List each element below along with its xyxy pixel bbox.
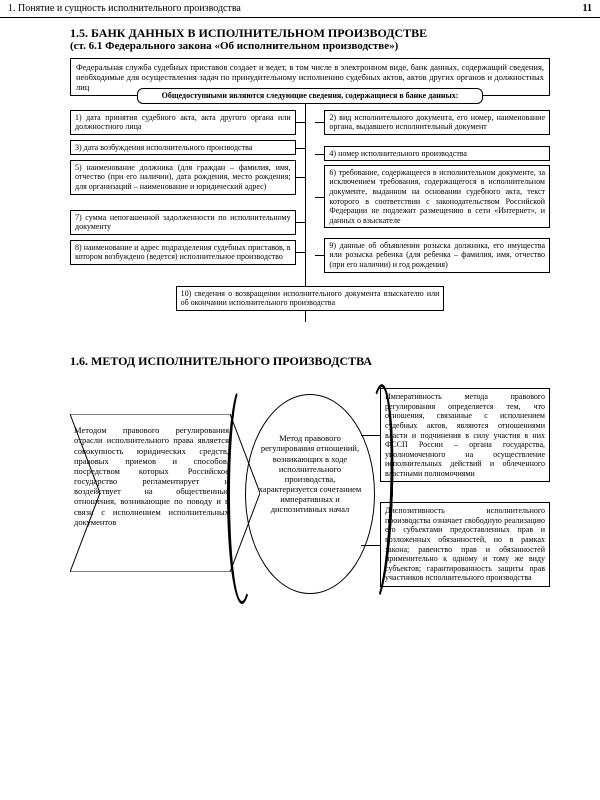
dispositive-box: Диспозитивность исполнительного производ…: [380, 502, 550, 587]
sec16-title: 1.6. МЕТОД ИСПОЛНИТЕЛЬНОГО ПРОИЗВОДСТВА: [70, 354, 550, 368]
cell-6: 6) требование, содержащееся в исполнител…: [324, 165, 550, 229]
page-number: 11: [583, 3, 592, 15]
cell-4: 4) номер исполнительного производства: [324, 146, 550, 162]
cell-7: 7) сумма непогашенной задолженности по и…: [70, 210, 296, 235]
sec15-public-box: Общедоступными являются следующие сведен…: [137, 88, 483, 104]
sec15-grid: 1) дата принятия судебного акта, акта др…: [70, 110, 550, 342]
chapter-label: 1. Понятие и сущность исполнительного пр…: [8, 3, 241, 15]
cell-5: 5) наименование должника (для граждан – …: [70, 160, 296, 195]
method-oval: Метод правового регулирования отношений,…: [245, 394, 375, 594]
method-definition-box: Методом правового регулирования отрасли …: [70, 421, 235, 531]
sec16-diagram: Методом правового регулирования отрасли …: [70, 374, 550, 624]
cell-3: 3) дата возбуждения исполнительного прои…: [70, 140, 296, 156]
cell-9: 9) данные об объявлении розыска должника…: [324, 238, 550, 273]
sec15-title: 1.5. БАНК ДАННЫХ В ИСПОЛНИТЕЛЬНОМ ПРОИЗВ…: [70, 26, 550, 40]
cell-10: 10) сведения о возвращении исполнительно…: [176, 286, 445, 311]
imperative-box: Императивность метода правового регулиро…: [380, 388, 550, 482]
cell-2: 2) вид исполнительного документа, его но…: [324, 110, 550, 135]
cell-8: 8) наименование и адрес подразделения су…: [70, 240, 296, 265]
page-content: 1.5. БАНК ДАННЫХ В ИСПОЛНИТЕЛЬНОМ ПРОИЗВ…: [0, 18, 600, 624]
cell-1: 1) дата принятия судебного акта, акта др…: [70, 110, 296, 135]
page-header: 1. Понятие и сущность исполнительного пр…: [0, 0, 600, 18]
sec15-subtitle: (ст. 6.1 Федерального закона «Об исполни…: [70, 40, 550, 53]
